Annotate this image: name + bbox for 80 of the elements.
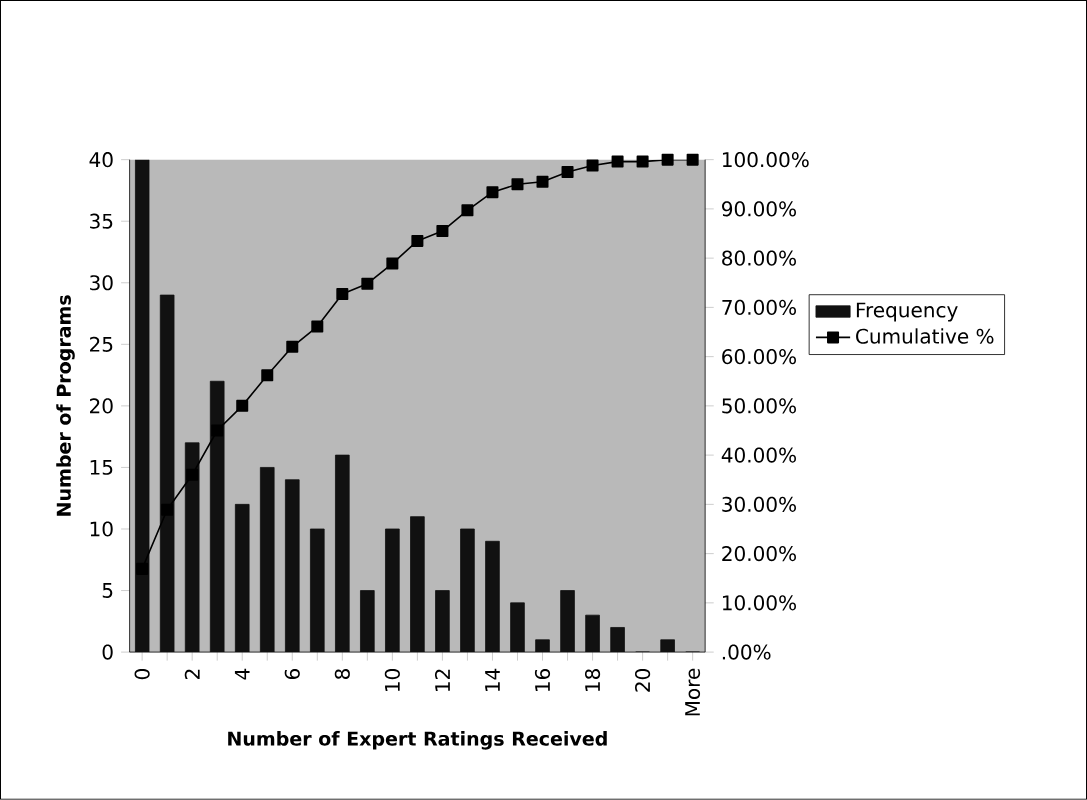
- point: [286, 340, 299, 353]
- y-tick-label: 35: [90, 213, 113, 229]
- y2-tick-label: 60.00%: [722, 349, 796, 365]
- point: [311, 320, 324, 333]
- bar: [510, 602, 525, 653]
- point: [161, 503, 174, 516]
- bar: [234, 504, 250, 653]
- point: [236, 399, 249, 412]
- point: [261, 369, 274, 382]
- y2-tick-label: 10.00%: [722, 595, 796, 611]
- legend-label: Frequency: [856, 302, 958, 322]
- y-tick-label: 20: [90, 398, 113, 414]
- point: [611, 155, 624, 168]
- point: [586, 159, 599, 172]
- bar: [385, 528, 400, 653]
- y-axis-title: Number of Programs: [56, 295, 75, 516]
- bar: [159, 294, 175, 653]
- x-tick-label: 2: [184, 669, 200, 680]
- y2-tick-label: 50.00%: [722, 398, 796, 414]
- x-tick-label: More: [685, 668, 701, 716]
- x-tick-label: 16: [534, 669, 551, 692]
- point: [461, 204, 474, 217]
- x-tick-label: 20: [635, 669, 651, 692]
- point: [336, 288, 349, 301]
- bar: [310, 528, 325, 653]
- bar: [460, 528, 475, 653]
- bar: [610, 627, 625, 653]
- bar: [259, 467, 275, 653]
- bar: [585, 614, 600, 653]
- point: [486, 186, 499, 199]
- bar: [335, 454, 350, 653]
- bar: [360, 590, 375, 653]
- point: [361, 277, 374, 290]
- y-tick-label: 5: [102, 583, 113, 599]
- point: [211, 424, 224, 437]
- point: [561, 166, 574, 179]
- y2-tick-label: 100.00%: [722, 152, 809, 168]
- bar: [435, 590, 450, 653]
- point: [536, 175, 549, 188]
- y2-tick-label: .00%: [722, 644, 771, 660]
- point: [186, 468, 199, 481]
- y-tick-label: 25: [90, 336, 113, 353]
- y2-tick-label: 70.00%: [722, 299, 796, 316]
- bar: [410, 516, 425, 653]
- y2-tick-label: 20.00%: [722, 546, 796, 562]
- point: [411, 235, 424, 248]
- y-tick-label: 15: [90, 460, 113, 475]
- point: [436, 225, 449, 238]
- point: [511, 178, 524, 191]
- bar: [184, 442, 200, 653]
- x-tick-label: 4: [234, 668, 250, 680]
- y2-tick-label: 40.00%: [721, 447, 796, 463]
- legend-label: Cumulative %: [856, 328, 994, 344]
- y-tick-label: 30: [90, 275, 113, 291]
- x-tick-label: 10: [384, 669, 400, 692]
- x-tick-label: 6: [284, 669, 300, 680]
- x-tick-label: 12: [434, 669, 450, 692]
- y-tick-label: 40: [89, 152, 113, 168]
- x-axis-title: Number of Expert Ratings Received: [228, 731, 607, 750]
- x-tick-label: 18: [584, 669, 601, 692]
- y-tick-label: 10: [90, 521, 113, 537]
- bar: [485, 541, 500, 653]
- bar: [134, 159, 150, 653]
- x-tick-label: 14: [485, 668, 500, 692]
- bar: [284, 479, 300, 653]
- y2-tick-label: 90.00%: [722, 201, 796, 217]
- y2-tick-label: 30.00%: [722, 496, 796, 513]
- point: [136, 563, 149, 576]
- point: [636, 155, 649, 168]
- x-tick-label: 0: [134, 669, 150, 680]
- y-tick-label: 0: [102, 644, 113, 660]
- bar: [660, 639, 675, 653]
- bar: [560, 590, 575, 653]
- point: [686, 153, 699, 166]
- x-tick-label: 8: [334, 669, 350, 680]
- bar: [209, 380, 225, 653]
- y2-tick-label: 80.00%: [722, 250, 796, 266]
- point: [661, 153, 674, 166]
- point: [386, 257, 399, 270]
- bar: [535, 639, 550, 653]
